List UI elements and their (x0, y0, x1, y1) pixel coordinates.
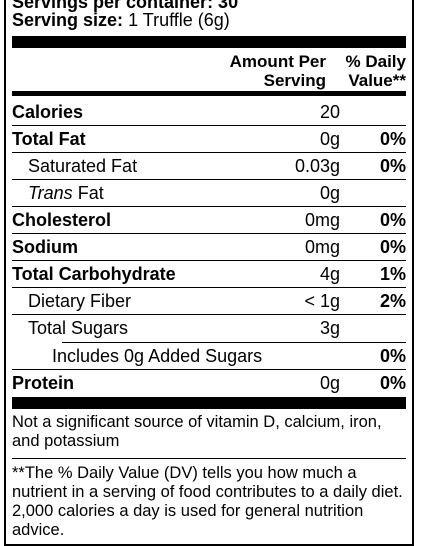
sugars-divider (62, 342, 406, 343)
nutrient-amount: 0g (319, 129, 340, 149)
nutrient-amount: 0mg (304, 210, 340, 230)
thick-divider-top (12, 36, 406, 48)
nutrient-row-dietary-fiber: Dietary Fiber < 1g 2% (12, 288, 406, 315)
medium-divider (12, 91, 406, 96)
nutrient-daily-value: 0% (379, 346, 406, 366)
serving-size: Serving size: 1 Truffle (6g) (12, 9, 230, 31)
nutrient-label: Includes 0g Added Sugars (52, 346, 263, 366)
nutrient-row-sodium: Sodium 0mg 0% (12, 234, 406, 261)
nutrient-amount: 4g (319, 264, 340, 284)
nutrient-label: Dietary Fiber (28, 291, 132, 311)
nutrient-row-saturated-fat: Saturated Fat 0.03g 0% (12, 153, 406, 180)
nutrient-row-trans-fat: Trans Fat 0g (12, 180, 406, 207)
header-amount-per-serving: Amount Per Serving (230, 52, 326, 90)
header-dv-line2: Value** (348, 71, 406, 90)
nutrient-amount: 0g (319, 373, 340, 393)
nutrient-label: Sodium (12, 237, 78, 257)
nutrient-daily-value: 0% (379, 129, 406, 149)
daily-value-footnote: **The % Daily Value (DV) tells you how m… (12, 464, 403, 539)
nutrient-label: Total Carbohydrate (12, 264, 176, 284)
nutrient-row-calories: Calories 20 (12, 99, 406, 126)
header-dv-line1: % Daily (345, 52, 406, 71)
trans-fat-suffix: Fat (77, 183, 104, 203)
nutrient-daily-value: 0% (379, 373, 406, 393)
nutrient-row-total-sugars: Total Sugars 3g (12, 315, 406, 341)
nutrient-amount: 20 (319, 102, 340, 122)
nutrient-row-total-fat: Total Fat 0g 0% (12, 126, 406, 153)
nutrient-daily-value: 0% (379, 237, 406, 257)
nutrition-facts-panel: Servings per container: 30 Serving size:… (4, 0, 414, 546)
servings-per-container: Servings per container: 30 (12, 0, 239, 12)
nutrient-row-added-sugars: Includes 0g Added Sugars 0% (12, 343, 406, 370)
serving-size-value: 1 Truffle (6g) (128, 10, 230, 30)
nutrient-label: Protein (12, 373, 75, 393)
thick-divider-bottom (12, 397, 406, 409)
nutrient-label: Total Sugars (28, 318, 129, 338)
nutrient-amount: 0g (319, 183, 340, 203)
nutrient-daily-value: 2% (379, 291, 406, 311)
nutrient-daily-value: 0% (379, 210, 406, 230)
header-amount-line1: Amount Per (229, 52, 326, 71)
footnote-divider (12, 458, 406, 459)
nutrient-label: Cholesterol (12, 210, 112, 230)
nutrient-amount: 0mg (304, 237, 340, 257)
nutrient-row-protein: Protein 0g 0% (12, 370, 406, 396)
nutrient-label: Total Fat (12, 129, 86, 149)
nutrient-daily-value: 1% (379, 264, 406, 284)
nutrient-row-cholesterol: Cholesterol 0mg 0% (12, 207, 406, 234)
nutrient-amount: 3g (319, 318, 340, 338)
nutrient-label: Trans Fat (28, 183, 104, 203)
vitamin-note: Not a significant source of vitamin D, c… (12, 413, 382, 450)
header-daily-value: % Daily Value** (346, 52, 406, 90)
trans-italic: Trans (28, 183, 73, 203)
nutrient-label: Saturated Fat (28, 156, 138, 176)
nutrient-amount: 0.03g (294, 156, 340, 176)
nutrient-amount: < 1g (304, 291, 340, 311)
nutrient-label: Calories (12, 102, 84, 122)
header-amount-line2: Serving (263, 71, 326, 90)
serving-size-label: Serving size: (12, 10, 124, 30)
nutrient-daily-value: 0% (379, 156, 406, 176)
nutrient-row-total-carbohydrate: Total Carbohydrate 4g 1% (12, 261, 406, 288)
